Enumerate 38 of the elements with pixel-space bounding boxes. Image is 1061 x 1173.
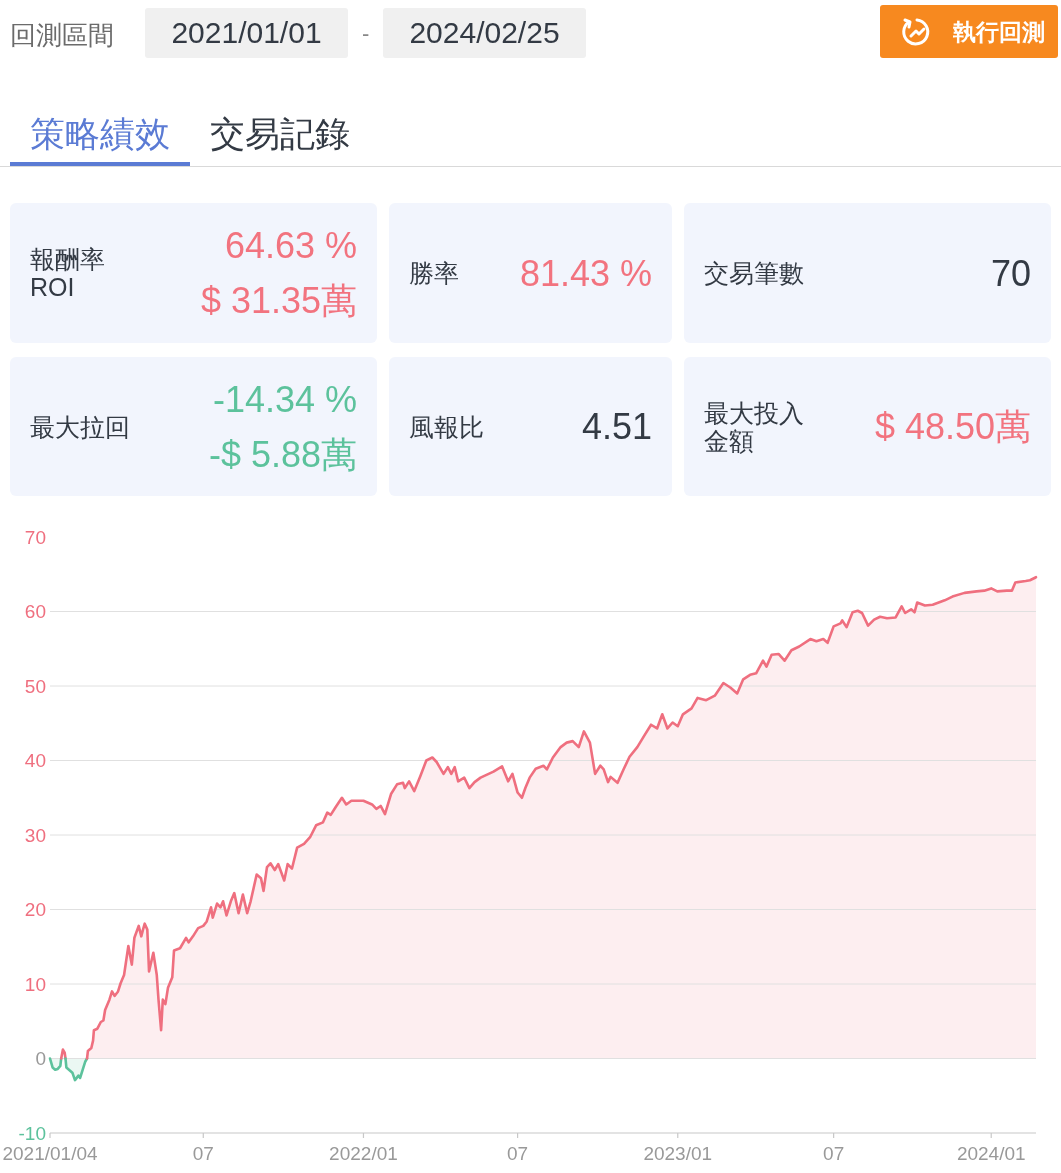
text: -14.34 % xyxy=(211,377,357,422)
y-tick-label: 70 xyxy=(24,526,46,548)
text: 70 xyxy=(990,251,1031,296)
y-tick-label: 10 xyxy=(24,973,46,995)
x-tick-label: 2023/01 xyxy=(643,1142,713,1164)
x-tick-label: 2021/01/04 xyxy=(2,1142,98,1164)
y-tick-label: -10 xyxy=(18,1122,46,1144)
y-tick-label: 20 xyxy=(24,899,46,920)
text: 交易筆數 xyxy=(704,259,804,287)
x-tick-label: 07 xyxy=(823,1142,845,1164)
y-tick-label: 30 xyxy=(24,824,46,846)
text: $ 48.50萬 xyxy=(874,405,1031,449)
text: - xyxy=(362,21,370,46)
text: 回測區間 xyxy=(10,20,114,50)
text: $ 31.35萬 xyxy=(200,279,357,323)
y-tick-label: 50 xyxy=(24,675,46,697)
y-tick-label: 0 xyxy=(35,1048,46,1069)
x-tick-label: 2022/01 xyxy=(329,1142,398,1164)
text: ROI xyxy=(30,273,76,301)
x-tick-label: 07 xyxy=(192,1142,214,1164)
date-field: 2024/02/25 xyxy=(383,8,586,58)
text: 64.63 % xyxy=(223,224,357,268)
x-tick-label: 2024/01 xyxy=(956,1142,1026,1164)
text: 勝率 xyxy=(409,259,459,287)
button: 執行回測 xyxy=(880,5,1058,58)
date-field: 2021/01/01 xyxy=(145,8,348,58)
text: 最大拉回 xyxy=(30,412,130,441)
y-tick-label: 60 xyxy=(24,601,46,622)
x-tick-label: 07 xyxy=(507,1142,529,1164)
text: 最大投入金額 xyxy=(704,398,805,455)
text: -$ 5.88萬 xyxy=(208,432,357,477)
text: 81.43 % xyxy=(519,251,652,296)
text: 報酬率 xyxy=(30,245,105,273)
text: 交易記錄 xyxy=(210,114,350,153)
y-tick-label: 40 xyxy=(24,750,46,771)
text: 策略績效 xyxy=(30,114,170,153)
text: 4.51 xyxy=(581,405,652,449)
text: 風報比 xyxy=(409,412,484,441)
